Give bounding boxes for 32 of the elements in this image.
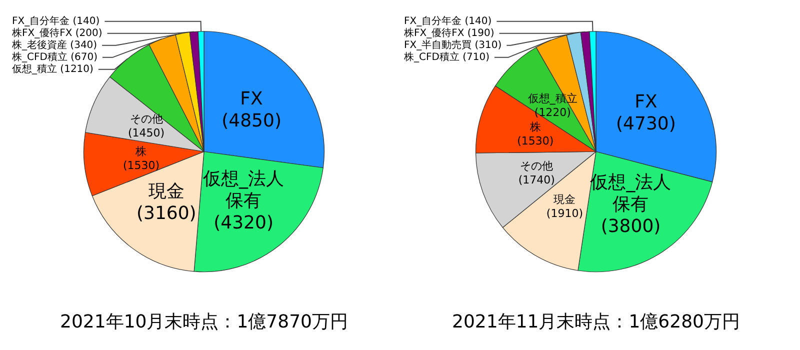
data-label: (3800) bbox=[600, 216, 661, 237]
slice-label: 株_CFD積立 (670) bbox=[11, 50, 98, 63]
slice-label: 現金 bbox=[554, 192, 576, 206]
slice-label: 仮想_積立 bbox=[528, 92, 578, 106]
slice-label: 株 bbox=[528, 120, 541, 134]
slice-label: FX_自分年金 (140) bbox=[404, 14, 492, 27]
slice-label: その他 bbox=[130, 112, 163, 126]
slice-label: 株FX_優待FX (190) bbox=[403, 26, 494, 39]
slice-label: 仮想_法人保有 bbox=[202, 168, 284, 212]
slice-label: FX bbox=[634, 92, 658, 113]
data-label: (4730) bbox=[616, 114, 676, 135]
slice-label: FX bbox=[240, 88, 263, 110]
slice-label: 株 bbox=[134, 144, 147, 158]
data-label: (1530) bbox=[517, 134, 554, 148]
data-label: (3160) bbox=[136, 202, 196, 224]
slice-label: 仮想_積立 (1210) bbox=[12, 62, 94, 75]
data-label: (1910) bbox=[546, 206, 583, 220]
data-label: (1220) bbox=[534, 106, 571, 120]
data-label: (4850) bbox=[222, 110, 282, 132]
text: 2021年11月末時点：1億6280万円 bbox=[452, 312, 740, 332]
data-label: (1450) bbox=[128, 126, 165, 140]
data-label: (1740) bbox=[518, 174, 555, 187]
slice-label: 株_CFD積立 (710) bbox=[403, 50, 490, 63]
slice-label: FX_自分年金 (140) bbox=[12, 14, 100, 27]
slice-label: その他 bbox=[520, 160, 554, 173]
slice-label: 現金 bbox=[148, 180, 184, 202]
slice-label: 株_老後資産 (340) bbox=[11, 38, 98, 51]
slice-label: FX_半自動売買 (310) bbox=[404, 38, 502, 51]
text: 2021年10月末時点：1億7870万円 bbox=[60, 312, 348, 332]
data-label: (1530) bbox=[122, 158, 160, 172]
slice-label: 株FX_優待FX (200) bbox=[11, 26, 102, 39]
data-label: (4320) bbox=[214, 212, 274, 234]
